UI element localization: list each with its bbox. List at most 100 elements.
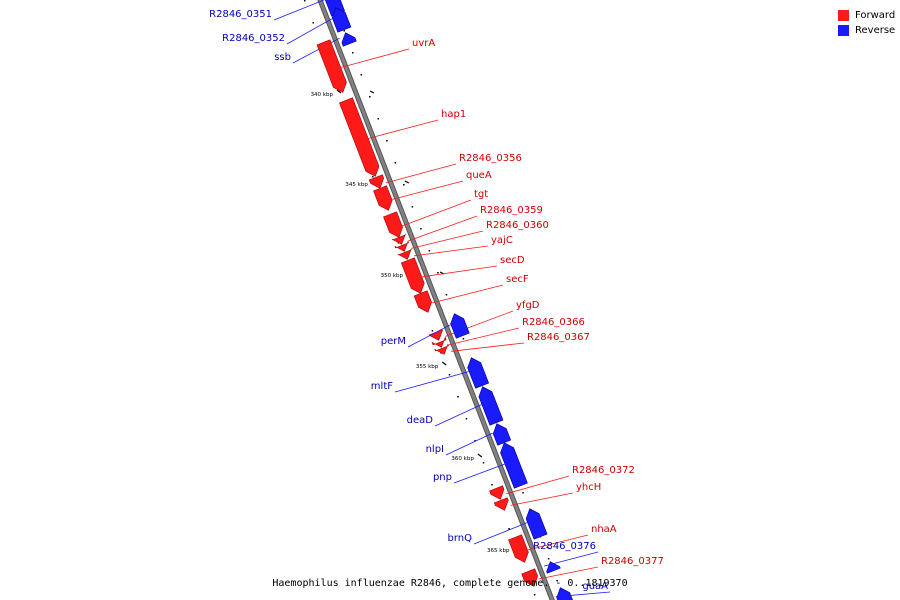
gene-arrow[interactable] — [521, 568, 539, 587]
gene-label-connector — [407, 324, 451, 348]
gene-dead[interactable]: deaD — [407, 386, 504, 427]
gene-yajc[interactable]: yajC — [397, 235, 513, 260]
gene-arrow[interactable] — [500, 442, 528, 489]
gene-arrow[interactable] — [368, 174, 385, 189]
gene-label[interactable]: yfgD — [516, 300, 540, 311]
gene-r2846-0366[interactable]: R2846_0366 — [431, 317, 585, 348]
gene-quea[interactable]: queA — [373, 170, 492, 211]
gene-arrow[interactable] — [434, 343, 449, 355]
gene-arrow[interactable] — [493, 497, 509, 511]
gene-arrow[interactable] — [467, 357, 490, 389]
gene-r2846-0367[interactable]: R2846_0367 — [434, 332, 590, 355]
gene-label[interactable]: queA — [466, 170, 492, 181]
gene-label-connector — [432, 284, 504, 304]
gene-arrow[interactable] — [339, 97, 380, 177]
gene-label[interactable]: deaD — [407, 415, 434, 426]
minor-tick — [533, 594, 536, 596]
gene-pnp[interactable]: pnp — [433, 442, 528, 489]
gene-label[interactable]: secF — [506, 274, 529, 285]
gene-label[interactable]: R2846_0360 — [486, 220, 549, 231]
gene-label[interactable]: R2846_0359 — [480, 205, 543, 216]
gene-label[interactable]: R2846_0377 — [601, 556, 664, 567]
gene-arrow[interactable] — [556, 587, 574, 600]
gene-arrow[interactable] — [391, 233, 406, 245]
gene-label-connector — [506, 475, 570, 495]
gene-arrow[interactable] — [341, 32, 357, 47]
gene-label[interactable]: yhcH — [576, 482, 601, 493]
gene-guaa[interactable]: guaA — [555, 581, 611, 600]
gene-secd[interactable]: secD — [400, 255, 525, 294]
minor-tick — [411, 206, 414, 208]
minor-tick — [437, 272, 439, 274]
legend-forward-label: Forward — [855, 10, 896, 21]
gene-label[interactable]: nhaA — [591, 524, 617, 535]
minor-tick — [369, 96, 371, 98]
gene-label[interactable]: ssb — [274, 52, 291, 63]
gene-r2846-0372[interactable]: R2846_0372 — [489, 465, 635, 500]
gene-r2846-0352[interactable]: R2846_0352 — [222, 7, 352, 45]
gene-secf[interactable]: secF — [413, 274, 529, 313]
gene-label[interactable]: mltF — [371, 381, 393, 392]
gene-perm[interactable]: perM — [381, 313, 470, 348]
gene-label[interactable]: secD — [500, 255, 525, 266]
gene-label[interactable]: R2846_0356 — [459, 153, 522, 164]
gene-r2846-0377[interactable]: R2846_0377 — [521, 556, 664, 587]
gene-arrow[interactable] — [450, 313, 470, 339]
gene-arrow[interactable] — [489, 485, 505, 500]
gene-hap1[interactable]: hap1 — [339, 97, 466, 177]
gene-label-connector — [451, 342, 525, 352]
gene-arrow[interactable] — [373, 185, 393, 211]
gene-arrow[interactable] — [383, 211, 403, 238]
minor-tick — [420, 228, 422, 230]
gene-arrow[interactable] — [331, 7, 352, 33]
gene-arrow[interactable] — [316, 39, 347, 93]
gene-label[interactable]: R2846_0367 — [527, 332, 590, 343]
gene-label[interactable]: hap1 — [441, 109, 466, 120]
gene-uvra[interactable]: uvrA — [316, 38, 435, 93]
gene-arrow[interactable] — [478, 386, 504, 426]
gene-tgt[interactable]: tgt — [383, 189, 489, 238]
gene-nlpi[interactable]: nlpI — [426, 423, 512, 456]
gene-arrow[interactable] — [413, 290, 432, 313]
gene-label-connector — [368, 119, 439, 139]
gene-arrow[interactable] — [428, 329, 443, 341]
gene-label[interactable]: brnQ — [448, 533, 473, 544]
gene-label[interactable]: tgt — [474, 189, 488, 200]
gene-label[interactable]: yajC — [491, 235, 513, 246]
gene-arrow[interactable] — [508, 534, 529, 563]
gene-mltf[interactable]: mltF — [371, 357, 490, 393]
major-tick — [369, 90, 375, 94]
gene-arrow[interactable] — [400, 257, 425, 294]
legend-reverse: Reverse — [838, 23, 895, 38]
gene-r2846-0376[interactable]: R2846_0376 — [533, 541, 599, 574]
tick-label: 345 kbp — [345, 182, 368, 188]
major-tick — [336, 89, 342, 94]
gene-r2846-0356[interactable]: R2846_0356 — [368, 153, 522, 189]
gene-label[interactable]: nlpI — [426, 444, 444, 455]
gene-label[interactable]: guaA — [582, 581, 608, 592]
gene-yhch[interactable]: yhcH — [493, 482, 601, 511]
gene-arrow[interactable] — [492, 423, 512, 446]
gene-label[interactable]: R2846_0372 — [572, 465, 635, 476]
gene-label-connector — [402, 199, 472, 227]
gene-label-connector — [408, 215, 478, 242]
gene-label[interactable]: uvrA — [412, 38, 435, 49]
gene-nhaa[interactable]: nhaA — [508, 524, 617, 563]
gene-arrow[interactable] — [431, 336, 447, 348]
gene-ssb[interactable]: ssb — [274, 32, 357, 64]
gene-label[interactable]: pnp — [433, 472, 452, 483]
gene-r2846-0359[interactable]: R2846_0359 — [391, 205, 543, 245]
gene-arrow[interactable] — [525, 508, 548, 540]
gene-label-connector — [411, 230, 484, 249]
gene-label[interactable]: R2846_0366 — [522, 317, 585, 328]
gene-label[interactable]: R2846_0352 — [222, 33, 285, 44]
gene-label[interactable]: R2846_0376 — [533, 541, 596, 552]
gene-label[interactable]: R2846_0351 — [209, 9, 272, 20]
gene-label[interactable]: perM — [381, 336, 406, 347]
gene-arrow[interactable] — [394, 240, 409, 252]
gene-arrow[interactable] — [397, 248, 412, 260]
gene-brnq[interactable]: brnQ — [448, 508, 548, 545]
gene-label-connector — [453, 463, 505, 484]
gene-r2846-0360[interactable]: R2846_0360 — [394, 220, 549, 252]
